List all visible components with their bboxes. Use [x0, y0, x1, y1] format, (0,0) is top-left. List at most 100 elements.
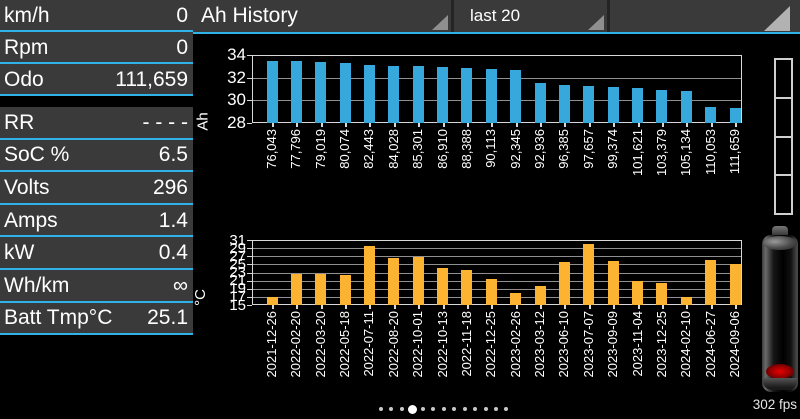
x-tick-label: 80,074: [337, 129, 353, 169]
x-tick-label: 96,385: [556, 129, 572, 169]
x-tick-label: 90,113: [483, 129, 499, 168]
x-tick-label: 2022-12-25: [483, 311, 499, 378]
x-tick-mark: [345, 123, 347, 127]
gridline: [253, 281, 741, 282]
plot-area: [252, 240, 742, 305]
chart-type-spinner[interactable]: Ah History: [193, 0, 450, 32]
x-tick-mark: [686, 305, 688, 309]
x-tick-label: 84,028: [385, 129, 401, 169]
gauge-row-volts: Volts 296: [0, 172, 193, 205]
x-tick-label: 2023-03-12: [532, 311, 548, 378]
x-tick-mark: [321, 305, 323, 309]
x-tick-label: 2022-10-01: [410, 311, 426, 378]
x-tick-mark: [443, 123, 445, 127]
bar: [412, 257, 424, 305]
gauge-row-odo: Odo 111,659: [0, 64, 193, 96]
range-spinner[interactable]: last 20: [455, 0, 606, 32]
gauge-value: 111,659: [115, 67, 188, 91]
gauge-row-amps: Amps 1.4: [0, 204, 193, 238]
gauge-row-speed: km/h 0: [0, 0, 193, 32]
y-tick-mark: [247, 240, 252, 241]
x-tick-mark: [711, 305, 713, 309]
range-value: last 20: [470, 6, 521, 25]
gauge-label: RR: [4, 110, 35, 134]
x-tick-label: 88,388: [458, 129, 474, 169]
y-tick-label: 17: [229, 288, 246, 306]
bar: [510, 292, 522, 305]
x-tick-mark: [491, 305, 493, 309]
x-tick-label: 2021-12-26: [264, 311, 279, 378]
x-tick-label: 86,910: [434, 129, 450, 169]
x-tick-mark: [516, 123, 518, 127]
dropdown-triangle-icon: [764, 6, 790, 31]
y-axis-label: Ah: [194, 112, 212, 131]
gridline: [253, 297, 741, 298]
gridline: [253, 273, 741, 274]
x-tick-label: 77,796: [288, 129, 304, 169]
y-tick-mark: [247, 264, 252, 265]
fps-counter: 302 fps: [752, 397, 797, 412]
gauge-row-batttemp: Batt Tmp°C 25.1: [0, 302, 193, 336]
x-tick-mark: [394, 305, 396, 309]
segment-divider: [776, 174, 791, 176]
gauge-label: km/h: [4, 3, 50, 27]
bar: [558, 85, 570, 123]
y-tick-mark: [247, 123, 252, 124]
bar: [534, 286, 546, 305]
extra-spinner[interactable]: [610, 0, 800, 32]
x-tick-mark: [296, 123, 298, 127]
gauge-label: Batt Tmp°C: [4, 306, 113, 330]
x-tick-mark: [662, 305, 664, 309]
bar: [363, 64, 375, 123]
x-tick-label: 2022-02-20: [288, 311, 304, 378]
x-tick-label: 2023-07-07: [580, 311, 596, 378]
battery-icon: [762, 226, 798, 392]
gauge-label: SoC %: [4, 143, 70, 167]
x-tick-label: 2023-06-10: [556, 311, 572, 378]
x-tick-label: 2024-06-27: [702, 311, 718, 378]
x-tick-mark: [321, 123, 323, 127]
x-tick-label: 2022-08-20: [385, 311, 401, 378]
x-tick-mark: [394, 123, 396, 127]
bar: [558, 261, 570, 305]
page-dot: [493, 407, 498, 411]
x-tick-label: 85,301: [410, 129, 426, 169]
y-tick-mark: [247, 289, 252, 290]
page-dot: [473, 407, 478, 411]
x-tick-mark: [467, 305, 469, 309]
page-dot: [431, 407, 436, 411]
y-tick-label: 29: [229, 239, 246, 257]
x-tick-label: 105,134: [678, 129, 694, 176]
gridline: [253, 256, 741, 257]
x-tick-label: 82,443: [361, 129, 377, 169]
gauge-label: Odo: [4, 67, 44, 91]
gauge-label: Rpm: [4, 35, 49, 59]
bar: [485, 279, 497, 305]
bar: [680, 297, 692, 305]
plot-area: [252, 55, 742, 123]
gauge-value: 1.4: [158, 208, 188, 232]
segment-gauge: [774, 58, 793, 215]
y-tick-label: 27: [229, 247, 246, 265]
x-tick-label: 111,659: [727, 129, 743, 175]
gauge-value: ∞: [173, 273, 188, 297]
y-tick-label: 15: [229, 296, 246, 314]
gridline: [253, 264, 741, 265]
x-tick-mark: [711, 123, 713, 127]
x-tick-label: 2022-10-13: [434, 311, 450, 378]
bar: [705, 260, 717, 305]
x-tick-mark: [443, 305, 445, 309]
x-tick-label: 2022-05-18: [337, 311, 353, 378]
x-tick-mark: [638, 305, 640, 309]
y-tick-label: 31: [229, 231, 246, 249]
y-tick-label: 28: [227, 113, 246, 132]
x-tick-label: 2024-09-06: [727, 311, 743, 378]
x-tick-label: 103,379: [653, 129, 669, 176]
gauge-value: - - - -: [142, 110, 188, 134]
x-tick-label: 2023-09-09: [605, 311, 621, 378]
bar: [388, 257, 400, 305]
x-tick-mark: [418, 123, 420, 127]
bar: [729, 108, 741, 123]
x-tick-mark: [589, 123, 591, 127]
